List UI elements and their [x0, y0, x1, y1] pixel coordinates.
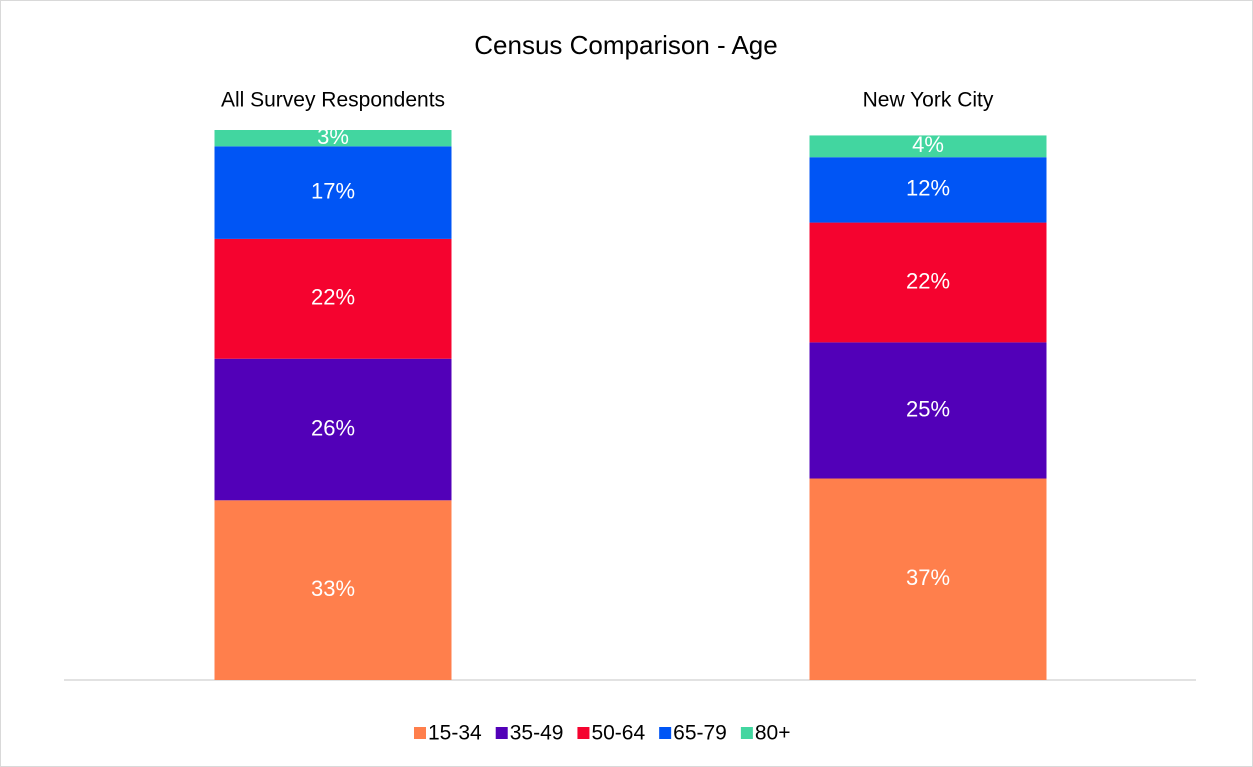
- legend-label: 80+: [755, 722, 791, 745]
- data-label: 37%: [906, 565, 950, 590]
- data-label: 4%: [912, 132, 944, 157]
- bar-segment: [809, 135, 1047, 158]
- data-label: 3%: [317, 124, 349, 149]
- chart-title: Census Comparison - Age: [474, 30, 777, 60]
- data-label: 26%: [311, 415, 355, 440]
- bar-segment: [214, 146, 452, 239]
- bar-segment: [809, 342, 1047, 479]
- legend-label: 15-34: [428, 722, 482, 745]
- bar-segment: [809, 222, 1047, 343]
- bar-segment: [809, 478, 1047, 680]
- legend-swatch: [414, 727, 426, 739]
- data-label: 17%: [311, 178, 355, 203]
- legend-swatch: [495, 727, 508, 739]
- legend-label: 50-64: [591, 722, 645, 745]
- bar-segment: [214, 130, 452, 147]
- data-label: 12%: [906, 176, 950, 201]
- legend-label: 65-79: [673, 722, 727, 745]
- data-label: 22%: [311, 285, 355, 310]
- legend-label: 35-49: [510, 722, 564, 745]
- data-label: 25%: [906, 396, 950, 421]
- data-label: 22%: [906, 268, 950, 293]
- bar-segment: [214, 358, 452, 501]
- bar-segment: [809, 157, 1047, 223]
- category-label: All Survey Respondents: [221, 89, 445, 112]
- category-label: New York City: [863, 89, 994, 112]
- data-label: 33%: [311, 576, 355, 601]
- legend-swatch: [740, 727, 753, 739]
- bar-segment: [214, 500, 452, 680]
- bar-segment: [214, 238, 452, 359]
- legend-swatch: [577, 727, 590, 739]
- legend-swatch: [659, 727, 672, 739]
